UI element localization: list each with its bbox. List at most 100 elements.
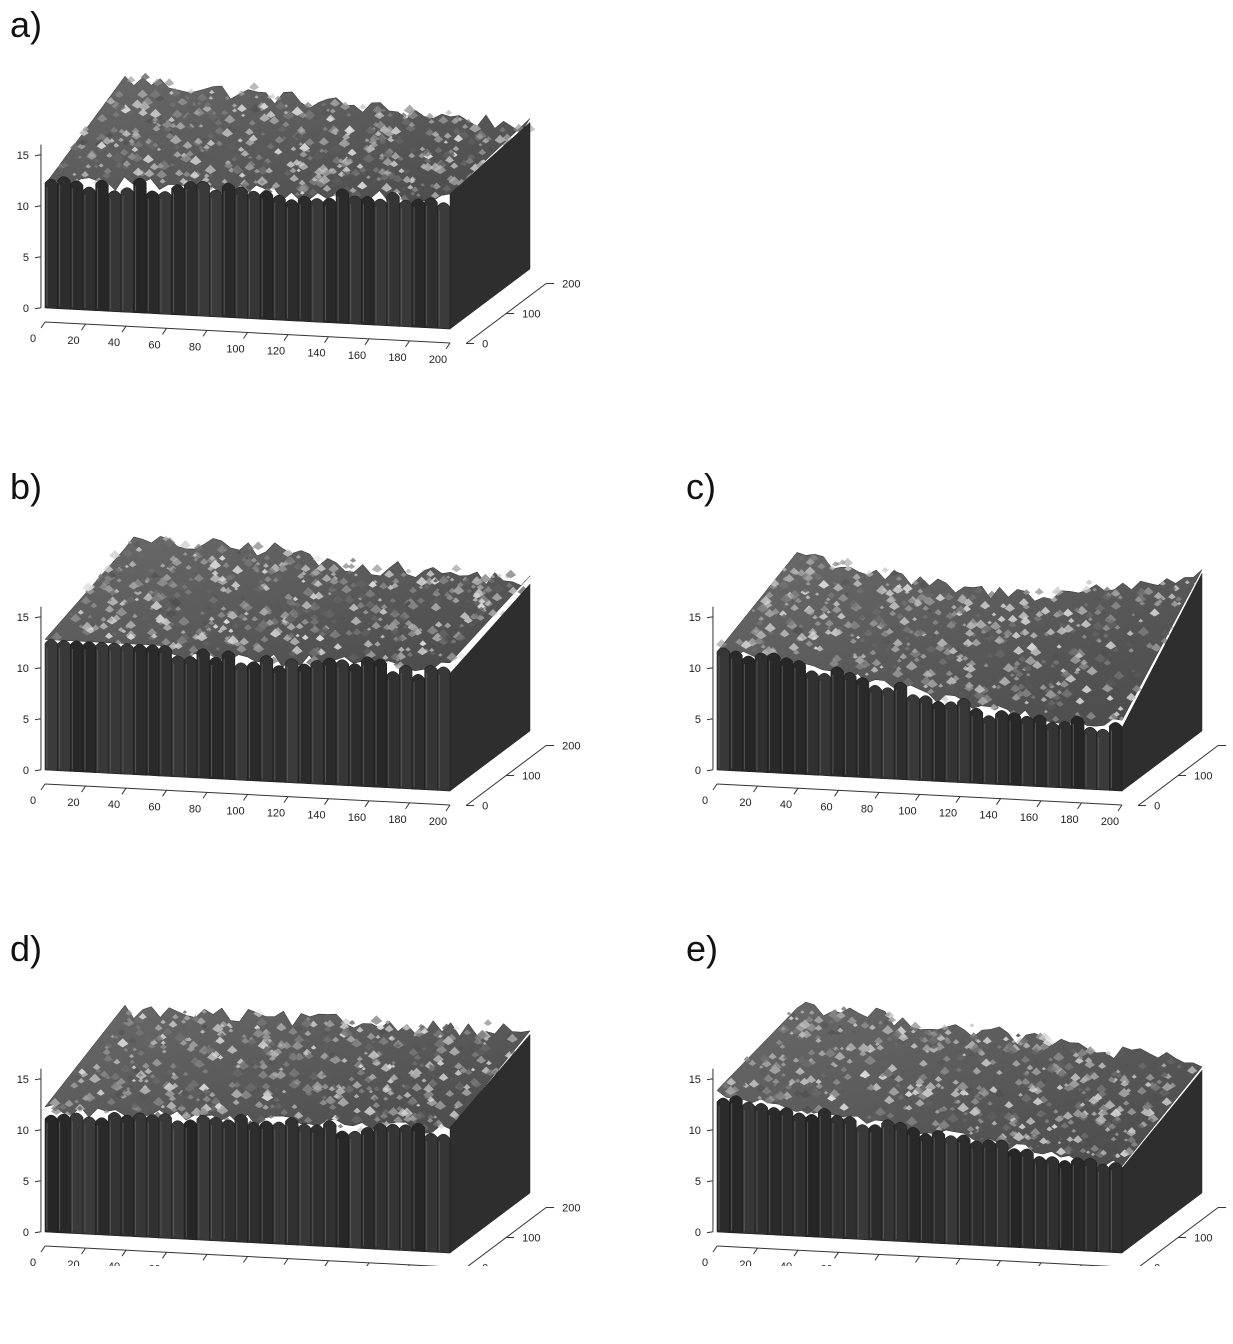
z-tick-label: 5 <box>695 1176 701 1188</box>
front-column <box>272 194 286 321</box>
panel-b: b) 0 5 10 15 0 20 40 60 80 100 120 140 160 180 200 0 100… <box>0 462 600 882</box>
surface-texture <box>51 535 530 671</box>
z-tick <box>34 307 42 310</box>
z-tick <box>34 667 42 670</box>
z-tick-label: 15 <box>17 1074 29 1086</box>
z-tick <box>706 667 714 670</box>
z-tick-label: 0 <box>23 1227 29 1239</box>
panel-label-b: b) <box>10 466 43 507</box>
x-tick-label: 160 <box>1020 812 1038 824</box>
surface-plot-b: 0 5 10 15 0 20 40 60 80 100 120 140 160 180 200 0 100 200 <box>17 535 580 828</box>
front-column <box>957 698 971 784</box>
x-tick <box>324 798 329 805</box>
front-column <box>70 180 84 311</box>
front-column <box>805 670 819 776</box>
surface-plot-a: 0 5 10 15 0 20 40 60 80 100 120 140 160 180 200 0 100 200 <box>17 72 580 366</box>
front-column <box>437 202 451 330</box>
x-tick-label: 40 <box>780 1261 792 1266</box>
x-tick <box>202 1254 208 1261</box>
x-tick-label: 20 <box>739 797 751 809</box>
x-tick <box>405 340 410 348</box>
front-column <box>133 177 147 314</box>
front-column <box>133 1112 147 1238</box>
z-tick <box>706 1078 714 1081</box>
x-tick-label: 20 <box>67 335 79 347</box>
x-tick <box>162 328 167 335</box>
front-column <box>196 1114 210 1241</box>
x-tick-label: 200 <box>1101 816 1119 828</box>
x-tick <box>915 794 920 801</box>
x-tick-label: 0 <box>30 333 36 345</box>
x-tick <box>874 1254 880 1261</box>
x-tick <box>243 332 248 339</box>
front-column <box>1083 1157 1097 1253</box>
x-tick-label: 120 <box>267 346 285 358</box>
x-tick <box>712 783 718 791</box>
x-tick-label: 100 <box>226 344 244 356</box>
x-tick <box>915 1256 920 1263</box>
x-tick <box>405 802 410 810</box>
front-column <box>893 681 908 781</box>
front-column <box>1083 726 1097 791</box>
x-tick-label: 60 <box>148 801 160 813</box>
z-tick <box>34 769 42 772</box>
front-column <box>196 181 210 317</box>
x-tick-label: 80 <box>861 803 873 815</box>
front-column <box>424 665 438 791</box>
front-column <box>931 1130 946 1245</box>
x-tick <box>162 790 167 797</box>
y-tick-label: 0 <box>482 1263 488 1266</box>
front-column <box>843 672 857 778</box>
front-column <box>221 182 236 319</box>
x-tick <box>202 792 208 799</box>
front-column <box>969 707 984 785</box>
front-column <box>57 176 71 310</box>
front-column <box>386 191 400 327</box>
front-column <box>70 1112 84 1235</box>
z-tick-label: 0 <box>695 765 701 777</box>
panel-label-c: c) <box>686 466 716 507</box>
x-tick <box>996 1260 1001 1266</box>
surface-texture <box>722 1006 1198 1159</box>
x-tick <box>324 336 329 343</box>
x-tick-label: 140 <box>307 348 325 360</box>
panel-label-d: d) <box>10 928 43 969</box>
z-tick <box>706 718 714 721</box>
surface-front-wall <box>716 647 1123 792</box>
x-tick-label: 20 <box>67 1259 79 1266</box>
x-tick-label: 180 <box>1060 814 1078 826</box>
x-tick <box>121 787 127 795</box>
front-column <box>234 1113 248 1243</box>
y-tick-label: 100 <box>522 1233 540 1245</box>
z-tick-label: 0 <box>695 1227 701 1239</box>
x-tick-label: 140 <box>307 810 325 822</box>
front-column <box>957 1134 971 1246</box>
front-column <box>399 664 413 790</box>
front-column <box>196 648 210 779</box>
y-tick-label: 200 <box>562 279 580 291</box>
x-tick <box>753 1247 758 1255</box>
y-tick-label: 0 <box>1154 801 1160 813</box>
y-tick-label: 200 <box>562 1203 580 1215</box>
front-column <box>1020 1148 1034 1249</box>
surface-texture <box>715 553 1200 725</box>
y-tick-label: 0 <box>482 801 488 813</box>
x-tick-label: 80 <box>189 803 201 815</box>
x-tick <box>81 323 86 331</box>
x-tick-label: 160 <box>348 812 366 824</box>
surface-top <box>716 1001 1203 1167</box>
y-tick-label: 0 <box>1154 1263 1160 1266</box>
x-tick-label: 200 <box>429 354 447 366</box>
front-column <box>259 190 274 321</box>
x-tick-label: 20 <box>739 1259 751 1266</box>
x-tick <box>283 796 289 803</box>
x-tick-label: 60 <box>820 1263 832 1266</box>
surface-front-wall <box>716 1095 1123 1254</box>
x-tick <box>445 804 451 812</box>
y-tick-label: 100 <box>1194 1233 1212 1245</box>
x-tick <box>874 792 880 799</box>
z-tick-label: 10 <box>689 663 701 675</box>
front-column <box>767 652 781 774</box>
front-column <box>158 1113 172 1239</box>
front-column <box>335 659 350 787</box>
